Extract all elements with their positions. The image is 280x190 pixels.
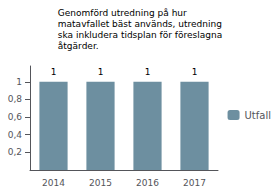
- svg-text:ska inkludera tidsplan för för: ska inkludera tidsplan för föreslagna: [58, 30, 222, 40]
- svg-text:1: 1: [16, 77, 22, 87]
- svg-text:1: 1: [98, 67, 104, 77]
- svg-text:0,8: 0,8: [8, 94, 23, 104]
- svg-text:2016: 2016: [136, 178, 159, 188]
- svg-text:Utfall: Utfall: [245, 110, 271, 121]
- svg-text:0,6: 0,6: [8, 112, 23, 122]
- svg-text:2017: 2017: [183, 178, 206, 188]
- svg-text:2014: 2014: [42, 178, 65, 188]
- svg-text:åtgärder.: åtgärder.: [58, 41, 99, 51]
- svg-text:matavfallet bäst används, utre: matavfallet bäst används, utredning: [58, 19, 222, 29]
- svg-text:Genomförd utredning på hur: Genomförd utredning på hur: [58, 8, 187, 18]
- svg-text:0,4: 0,4: [8, 130, 23, 140]
- svg-text:2015: 2015: [89, 178, 112, 188]
- svg-text:1: 1: [51, 67, 57, 77]
- svg-text:0,2: 0,2: [8, 147, 22, 157]
- svg-text:1: 1: [192, 67, 198, 77]
- svg-text:1: 1: [145, 67, 151, 77]
